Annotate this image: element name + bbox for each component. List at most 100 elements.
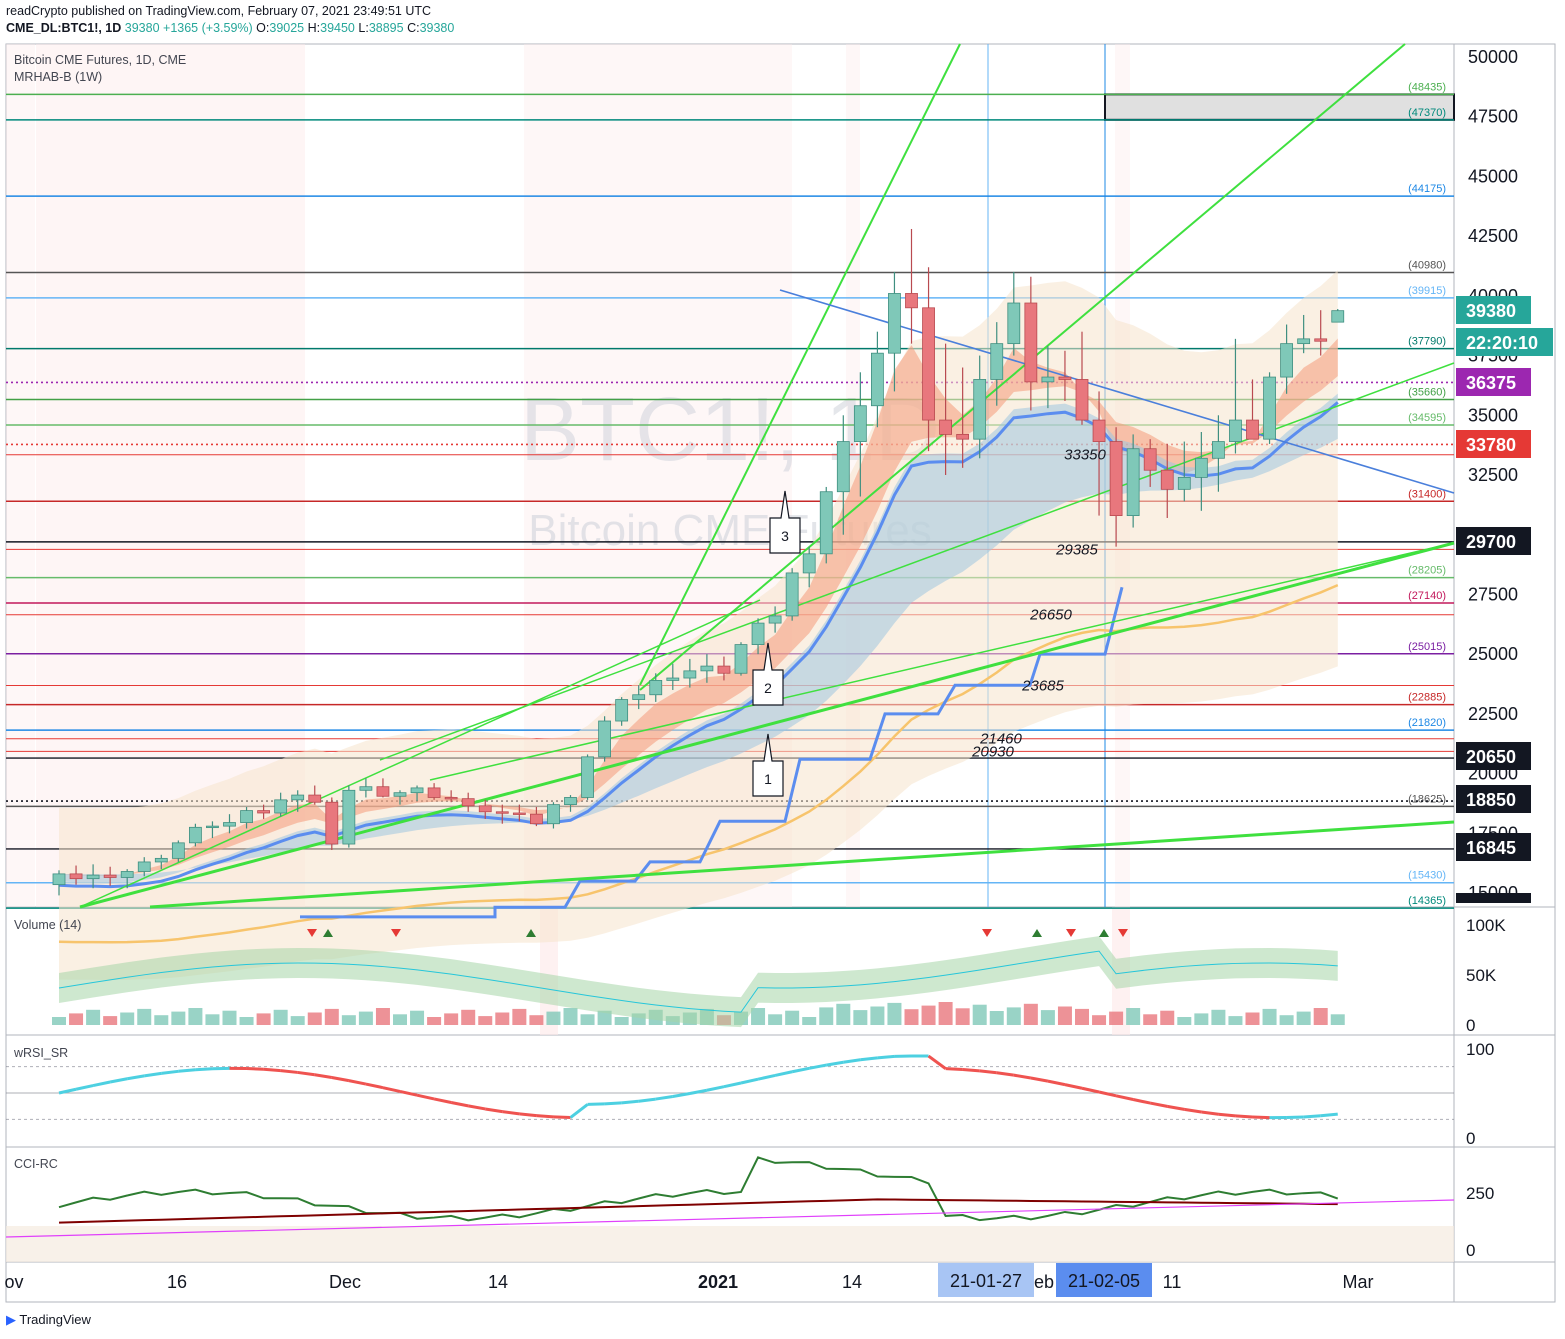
time-axis: ov 16 Dec 14 2021 14 eb 11 Mar 21-01-27 21-02-05 xyxy=(4,1263,1374,1297)
level-label: (34595) xyxy=(1408,412,1446,424)
rsi-line xyxy=(1303,1114,1321,1119)
price-annotation: 21460 xyxy=(979,731,1022,748)
price-tick-label: 25000 xyxy=(1468,644,1518,664)
high-value: 39450 xyxy=(320,21,355,35)
volume-bar xyxy=(802,1017,817,1025)
volume-bar xyxy=(1330,1014,1345,1025)
badge-text: 33780 xyxy=(1466,435,1516,455)
high-label: H: xyxy=(307,21,321,35)
price-badge xyxy=(1456,893,1531,903)
candle-body xyxy=(291,794,305,801)
time-tick-label: 16 xyxy=(167,1272,187,1292)
volume-bar xyxy=(495,1012,510,1025)
signal-arrow xyxy=(1099,929,1109,937)
signal-arrow xyxy=(982,929,992,937)
price-annotation: 26650 xyxy=(1029,607,1072,624)
volume-bar xyxy=(972,1004,987,1025)
rsi-line xyxy=(1149,1101,1168,1108)
candle-body xyxy=(461,798,475,807)
volume-bar xyxy=(427,1017,442,1025)
badge-text: 16845 xyxy=(1466,838,1516,858)
volume-bar xyxy=(103,1016,118,1025)
signal-arrow xyxy=(1066,929,1076,937)
rsi-line xyxy=(450,1101,469,1108)
symbol-ohlc-line: CME_DL:BTC1!, 1D 39380 +1365 (+3.59%) O:… xyxy=(6,21,454,35)
rsi-line xyxy=(1184,1107,1202,1114)
rsi-line xyxy=(280,1069,298,1074)
rsi-line xyxy=(263,1067,281,1073)
volume-bar xyxy=(171,1011,186,1025)
price-badge: 22:20:10 xyxy=(1456,328,1553,356)
candle-body xyxy=(1297,338,1311,345)
volume-bar xyxy=(1160,1010,1175,1025)
slow-cloud xyxy=(59,393,1338,883)
rsi-line xyxy=(92,1080,111,1088)
candle-body xyxy=(768,615,782,624)
volume-bar xyxy=(1279,1015,1294,1025)
candle-body xyxy=(257,810,271,814)
rsi-line xyxy=(365,1082,384,1090)
volume-bar xyxy=(853,1010,868,1025)
volume-bar xyxy=(836,1003,851,1025)
volume-ma-line xyxy=(58,950,1338,1013)
candle-body xyxy=(581,756,594,798)
candle-body xyxy=(1024,302,1038,383)
rsi-line xyxy=(1235,1114,1253,1119)
price-axis: 5000047500450004250040000375003500032500… xyxy=(1468,47,1518,903)
candle-body xyxy=(1331,310,1345,323)
price-badges: 39380 22:20:10 36375 33780 29700 20650 18850 16… xyxy=(1456,296,1553,903)
rsi-line xyxy=(962,1067,980,1073)
rsi-tick-label: 0 xyxy=(1466,1129,1475,1148)
volume-bar xyxy=(1262,1008,1277,1025)
rsi-line xyxy=(399,1089,418,1097)
volume-bar xyxy=(307,1012,322,1025)
volume-bar xyxy=(785,1010,800,1025)
price-badge: 39380 xyxy=(1456,296,1531,324)
volume-bar xyxy=(955,1008,970,1025)
badge-bg xyxy=(1456,833,1531,861)
candle-body xyxy=(956,433,970,440)
candle-body xyxy=(734,644,748,674)
candle-body xyxy=(171,842,185,859)
wave-label-3: 3 xyxy=(769,490,801,554)
volume-bar xyxy=(1075,1008,1089,1025)
symbol: CME_DL:BTC1!, 1D xyxy=(6,21,122,35)
rsi-line xyxy=(604,1101,622,1106)
time-tick-label: ov xyxy=(4,1272,23,1292)
price-tick-label: 47500 xyxy=(1468,107,1518,127)
shade-band xyxy=(36,44,305,907)
price-annotation: 29385 xyxy=(1055,541,1098,558)
rsi-line xyxy=(109,1077,128,1084)
candle-body xyxy=(836,441,850,493)
level-label: (14365) xyxy=(1408,895,1446,907)
candle-body xyxy=(410,787,424,794)
tradingview-logo[interactable]: ▶ TradingView xyxy=(6,1312,91,1327)
volume-bar xyxy=(290,1016,305,1025)
open-value: 39025 xyxy=(269,21,305,35)
badge-bg xyxy=(1456,742,1531,770)
wave-labels: 1 2 3 xyxy=(752,490,801,797)
rsi-line xyxy=(195,1067,213,1072)
signal-arrow xyxy=(1118,929,1128,937)
rsi-line xyxy=(757,1073,776,1081)
legend-indicator: MRHAB-B (1W) xyxy=(14,70,103,84)
candle-body xyxy=(1109,441,1123,517)
rsi-line xyxy=(808,1063,827,1070)
open-label: O: xyxy=(256,21,270,35)
rsi-line xyxy=(1132,1098,1151,1105)
rsi-line xyxy=(502,1110,520,1116)
rsi-line xyxy=(75,1084,94,1091)
legend-instrument: Bitcoin CME Futures, 1D, CME xyxy=(14,53,187,67)
volume-bar xyxy=(1092,1015,1107,1025)
rsi-line xyxy=(246,1067,264,1071)
candle-body xyxy=(632,694,646,700)
volume-bar xyxy=(989,1011,1004,1025)
low-label: L: xyxy=(358,21,369,35)
rsi-line xyxy=(1218,1112,1236,1118)
rsi-line xyxy=(927,1054,947,1070)
wave-callout xyxy=(769,490,801,554)
level-label: (47370) xyxy=(1408,107,1446,119)
candle-body xyxy=(1246,419,1259,440)
candle-body xyxy=(1263,376,1276,440)
